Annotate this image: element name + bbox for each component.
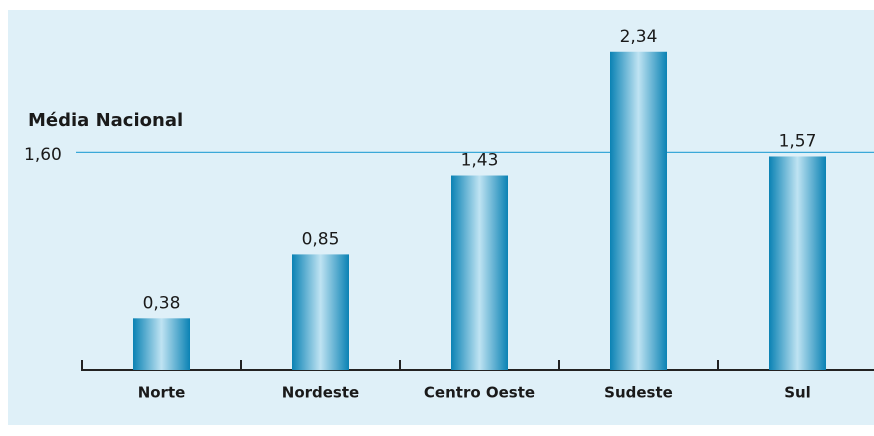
bar	[292, 254, 349, 370]
bar	[451, 175, 508, 370]
bar	[769, 156, 826, 370]
x-tick-label: Centro Oeste	[424, 384, 535, 402]
reference-label: 1,60	[24, 145, 62, 165]
bar	[610, 51, 667, 370]
reference-annotation: Média Nacional	[28, 110, 183, 131]
x-tick-label: Sul	[784, 384, 811, 402]
x-tick-label: Sudeste	[604, 384, 673, 402]
data-label: 1,57	[779, 131, 817, 151]
bar	[133, 318, 190, 370]
x-tick-label: Norte	[138, 384, 186, 402]
data-label: 2,34	[620, 27, 658, 47]
data-label: 0,85	[302, 229, 340, 249]
x-tick-label: Nordeste	[282, 384, 359, 402]
data-label: 0,38	[143, 293, 181, 313]
data-label: 1,43	[461, 151, 499, 171]
